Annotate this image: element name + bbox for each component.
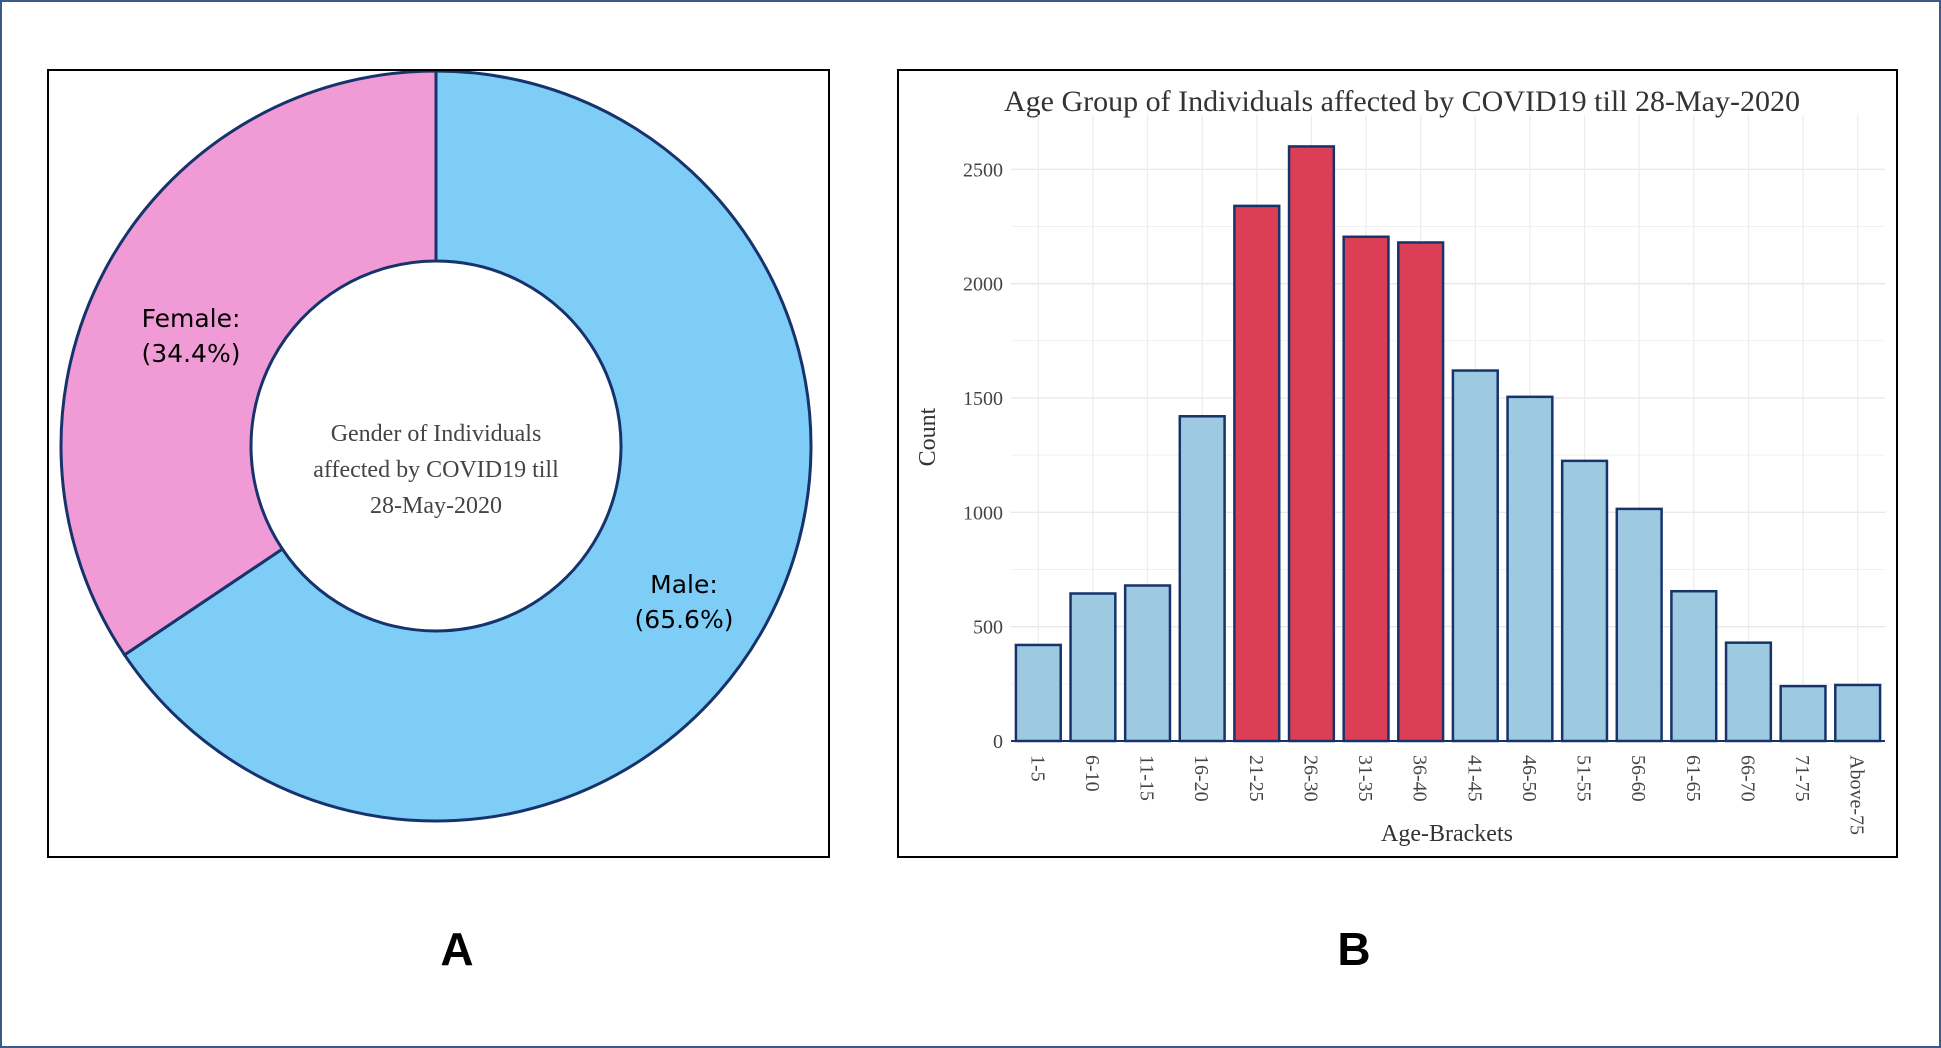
x-tick-label: 41-45 [1463, 755, 1485, 802]
panel-b-letter: B [1337, 923, 1371, 975]
bar-61-65 [1670, 589, 1718, 743]
x-tick-label: 21-25 [1245, 755, 1267, 802]
bar-31-35 [1342, 235, 1390, 743]
donut-center-text-line-1: Gender of Individuals [331, 421, 542, 447]
x-tick-label: 16-20 [1190, 755, 1212, 802]
bar-chart: Age Group of Individuals affected by COV… [915, 85, 1885, 847]
x-tick-label: 11-15 [1136, 755, 1158, 801]
bar-51-55 [1560, 459, 1609, 743]
y-tick-label: 2000 [963, 274, 1003, 296]
y-tick-label: 1500 [963, 388, 1003, 410]
x-tick-label: 66-70 [1736, 755, 1758, 802]
x-tick-label: 31-35 [1354, 755, 1376, 802]
x-tick-label: 6-10 [1081, 755, 1103, 792]
panel-a-letter: A [440, 923, 474, 975]
panel-a-donut-chart: Male: (65.6%) Female: (34.4%) Gender of … [47, 69, 830, 858]
bar-46-50 [1506, 395, 1554, 743]
panel-b-bar-chart: Age Group of Individuals affected by COV… [897, 69, 1898, 858]
bar-1-5 [1014, 643, 1062, 743]
x-axis-label: Age-Brackets [1381, 821, 1513, 847]
x-tick-label: 51-55 [1573, 755, 1595, 802]
female-slice-value: (34.4%) [142, 339, 241, 368]
donut-center-text-line-2: affected by COVID19 till [313, 457, 559, 483]
bar-56-60 [1615, 507, 1663, 743]
donut-center-text-line-3: 28-May-2020 [370, 493, 502, 519]
bar-26-30 [1287, 145, 1336, 743]
bar-chart-title: Age Group of Individuals affected by COV… [1004, 85, 1800, 118]
bar-66-70 [1724, 641, 1773, 743]
y-tick-label: 0 [993, 731, 1003, 753]
y-axis-label: Count [915, 407, 941, 466]
bar-11-15 [1123, 584, 1172, 743]
bar-41-45 [1451, 369, 1499, 743]
y-tick-label: 500 [973, 617, 1003, 639]
x-tick-label: Above-75 [1846, 755, 1868, 835]
y-axis-ticks: 0 500 1000 1500 2000 2500 [963, 159, 1003, 753]
x-tick-label: 46-50 [1518, 755, 1540, 802]
bar-21-25 [1233, 204, 1281, 743]
male-slice-label: Male: [650, 570, 718, 599]
female-slice-label: Female: [142, 304, 241, 333]
male-slice-value: (65.6%) [635, 605, 734, 634]
x-axis-ticks: 1-5 6-10 11-15 16-20 21-25 26-30 31-35 36-40 41-… [1026, 755, 1867, 835]
bar-16-20 [1178, 415, 1226, 743]
y-tick-label: 1000 [963, 502, 1003, 524]
x-tick-label: 26-30 [1299, 755, 1321, 802]
x-tick-label: 1-5 [1026, 755, 1048, 782]
x-tick-label: 61-65 [1682, 755, 1704, 802]
donut-slice-female [59, 69, 438, 657]
x-tick-label: 56-60 [1627, 755, 1649, 802]
donut-chart: Male: (65.6%) Female: (34.4%) Gender of … [59, 69, 813, 823]
bar-above-75 [1834, 683, 1882, 743]
bar-71-75 [1779, 684, 1827, 743]
x-tick-label: 36-40 [1409, 755, 1431, 802]
x-tick-label: 71-75 [1791, 755, 1813, 802]
bar-6-10 [1069, 592, 1117, 743]
bars [1011, 145, 1885, 743]
y-tick-label: 2500 [963, 159, 1003, 181]
donut-slice-male [122, 69, 813, 823]
bar-36-40 [1397, 241, 1445, 743]
